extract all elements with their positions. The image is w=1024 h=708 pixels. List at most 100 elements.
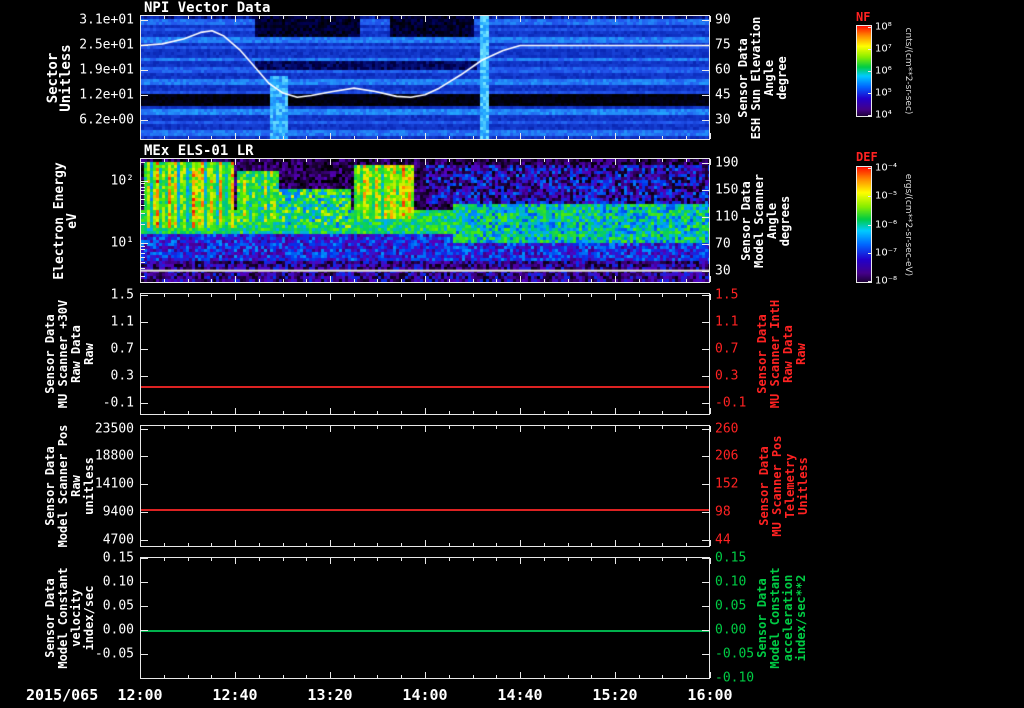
colorbar-units-NF: cnts/(cm**2-sr-sec): [903, 27, 913, 115]
colorbar-tick-label: 10⁵: [875, 87, 892, 99]
x-tick-mark: [473, 558, 474, 561]
x-tick-mark: [188, 159, 189, 162]
y-tick-mark: [141, 540, 148, 541]
colorbar-tick-mark: [868, 281, 871, 282]
x-tick-mark: [235, 540, 236, 546]
x-tick-mark: [686, 411, 687, 414]
x-tick-mark: [639, 159, 640, 162]
panel-npi-vector-data: [140, 15, 710, 140]
colorbar-tick-label: 10⁻⁶: [875, 219, 898, 230]
x-tick-mark: [164, 136, 165, 139]
y-tick-label: 0.10: [102, 574, 134, 590]
x-tick-mark: [496, 543, 497, 546]
x-tick-mark: [164, 675, 165, 678]
y-tick-mark: [702, 190, 709, 191]
x-tick-mark: [449, 675, 450, 678]
x-tick-mark: [164, 558, 165, 561]
x-tick-mark: [401, 675, 402, 678]
x-tick-mark: [568, 294, 569, 297]
y-tick-mark: [702, 456, 709, 457]
y-tick-mark: [702, 120, 709, 121]
x-tick-mark: [306, 294, 307, 297]
x-tick-mark: [568, 411, 569, 414]
x-tick-mark: [140, 133, 141, 139]
x-tick-mark: [354, 675, 355, 678]
y-tick-label: 23500: [94, 421, 134, 437]
y-tick-label: 10²: [110, 173, 134, 189]
right-axis-label-npi-vector-data: Sensor Data ESH Sun Elevation Angle degree: [736, 17, 789, 140]
colorbar-tick-label: 10⁻⁸: [875, 275, 898, 287]
left-axis-label-model-scanner-pos: Sensor Data Model Scanner Pos Raw unitless: [43, 425, 96, 548]
x-tick-mark: [140, 426, 141, 432]
x-tick-mark: [662, 136, 663, 139]
colorbar-tick-mark: [868, 168, 871, 169]
y-tick-label: 30: [715, 112, 731, 128]
x-tick-mark: [188, 675, 189, 678]
x-tick-mark: [330, 426, 331, 432]
right-axis-label-model-constant-velocity: Sensor Data Model Constant acceleration ind…: [755, 567, 808, 668]
y-tick-mark: [141, 322, 148, 323]
x-tick-mark: [377, 675, 378, 678]
x-tick-mark: [330, 408, 331, 414]
colorbar-gradient-DEF: [857, 167, 871, 282]
x-tick-mark: [449, 279, 450, 282]
x-tick-mark: [306, 279, 307, 282]
panel-model-constant-velocity: [140, 557, 710, 679]
x-tick-mark: [449, 136, 450, 139]
x-tick-mark: [259, 16, 260, 19]
x-tick-mark: [473, 543, 474, 546]
x-tick-mark: [496, 426, 497, 429]
x-tick-mark: [354, 411, 355, 414]
x-tick-mark: [235, 133, 236, 139]
colorbar-tick-mark: [868, 71, 871, 72]
x-tick-mark: [425, 558, 426, 564]
x-tick-mark: [425, 276, 426, 282]
x-tick-mark: [568, 426, 569, 429]
y-minor-tick-mark: [141, 262, 145, 263]
y-tick-label: 45: [715, 87, 731, 103]
y-tick-label: 75: [715, 37, 731, 53]
colorbar-tick-mark: [868, 115, 871, 116]
x-tick-mark: [283, 558, 284, 561]
y-tick-label: 9400: [102, 504, 134, 520]
x-tick-mark: [211, 159, 212, 162]
x-tick-mark: [211, 16, 212, 19]
x-tick-mark: [496, 675, 497, 678]
x-tick-mark: [283, 16, 284, 19]
x-tick-mark: [662, 543, 663, 546]
y-tick-label: 0.3: [715, 368, 739, 384]
x-tick-mark: [140, 294, 141, 300]
colorbar-gradient-NF: [857, 26, 871, 116]
y-tick-label: 0.7: [715, 341, 739, 357]
x-tick-mark: [140, 16, 141, 22]
x-tick-mark: [544, 411, 545, 414]
x-tick-mark: [496, 558, 497, 561]
x-tick-mark: [544, 543, 545, 546]
colorbar-tick-mark: [868, 225, 871, 226]
x-tick-mark: [330, 159, 331, 165]
x-tick-mark: [496, 159, 497, 162]
y-tick-mark: [702, 582, 709, 583]
y-tick-mark: [141, 45, 148, 46]
x-tick-mark: [425, 672, 426, 678]
right-axis-label-mex-els: Sensor Data Model Scanner Angle degrees: [739, 174, 792, 268]
x-tick-mark: [591, 279, 592, 282]
colorbar-title-DEF: DEF: [856, 150, 878, 164]
x-tick-mark: [520, 558, 521, 564]
x-tick-mark: [615, 558, 616, 564]
y-tick-mark: [141, 349, 148, 350]
colorbar-tick-label: 10⁷: [875, 43, 892, 55]
npi-vector-data-spectrogram-canvas: [141, 16, 709, 139]
y-tick-label: 4700: [102, 532, 134, 548]
y-tick-mark: [702, 217, 709, 218]
y-tick-label: 0.05: [715, 598, 747, 614]
y-tick-label: 6.2e+00: [79, 112, 134, 128]
x-tick-mark: [544, 558, 545, 561]
x-tick-mark: [306, 136, 307, 139]
x-tick-mark: [259, 675, 260, 678]
x-tick-mark: [520, 540, 521, 546]
x-tick-mark: [639, 675, 640, 678]
colorbar-tick-mark: [868, 27, 871, 28]
x-tick-mark: [710, 426, 711, 432]
x-tick-mark: [354, 136, 355, 139]
